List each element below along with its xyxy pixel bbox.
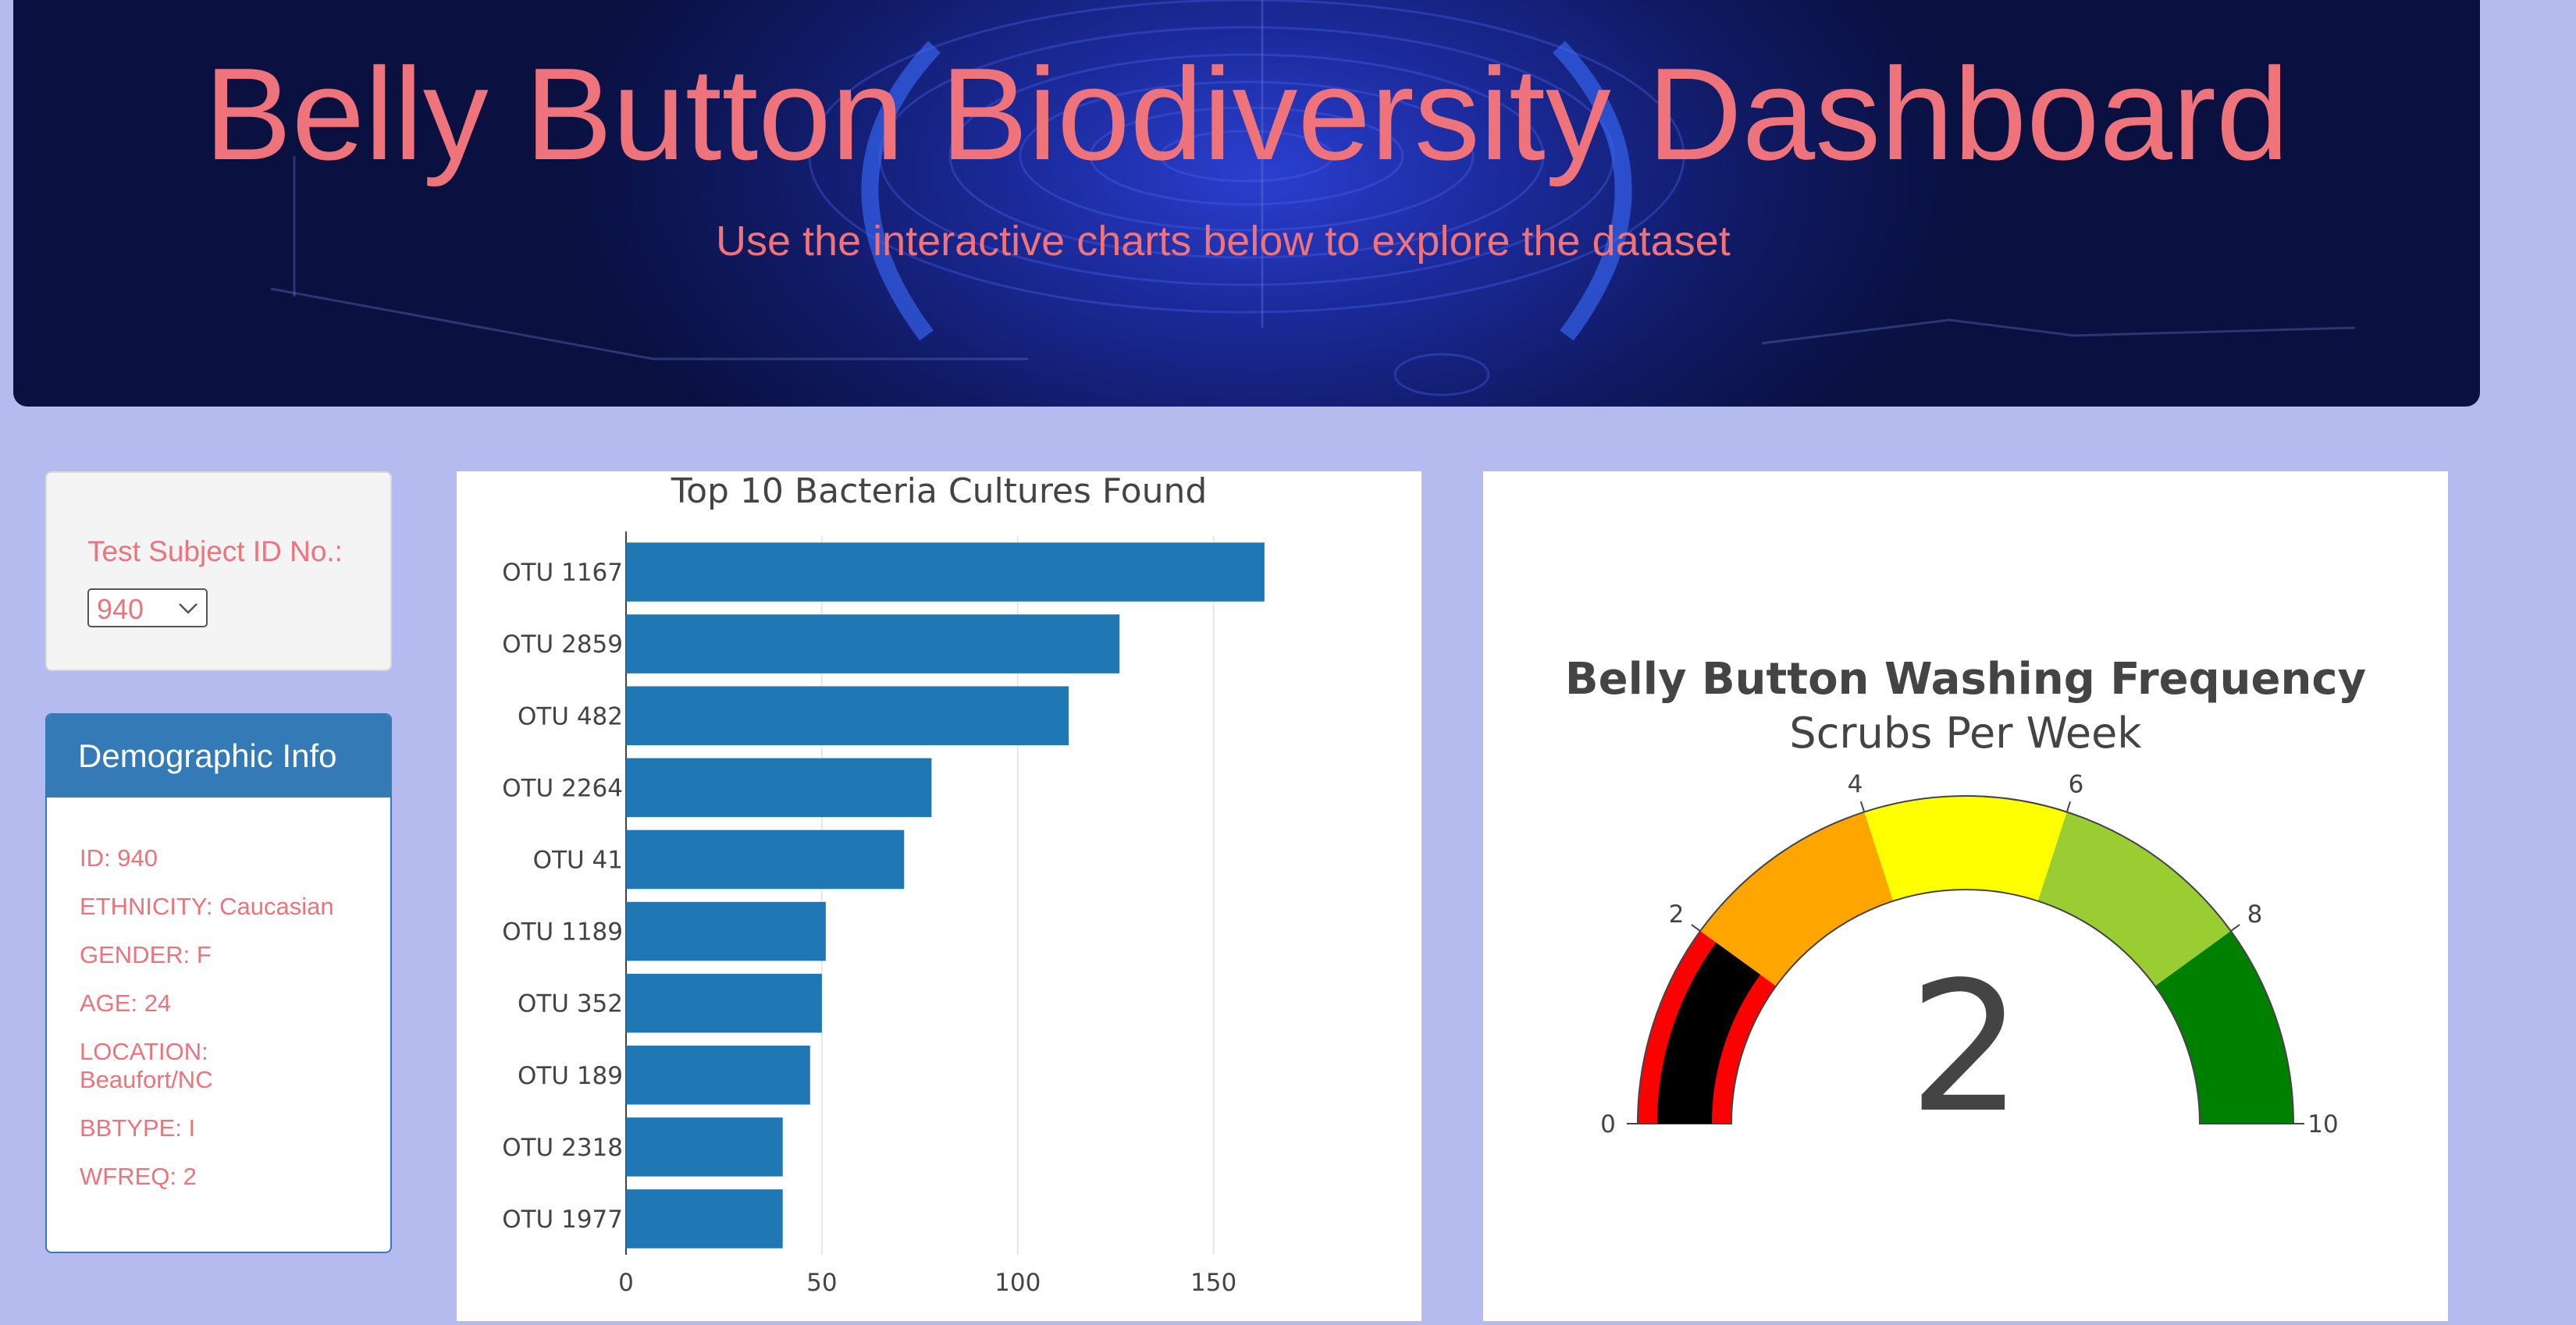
demo-item-wfreq: WFREQ: 2	[80, 1163, 197, 1190]
bar	[626, 1189, 783, 1249]
bar	[626, 901, 826, 961]
page-title: Belly Button Biodiversity Dashboard	[204, 41, 2290, 187]
gauge-tick	[1691, 924, 1701, 932]
gauge-tick-label: 0	[1600, 1110, 1616, 1139]
subject-id-select[interactable]: 940	[87, 588, 208, 627]
demo-item-gender: GENDER: F	[80, 941, 212, 968]
x-tick-label: 100	[994, 1269, 1041, 1297]
demographic-info-heading: Demographic Info	[47, 715, 390, 797]
bar	[626, 1045, 810, 1105]
demo-item-location: LOCATION: Beaufort/NC	[80, 1038, 213, 1093]
gauge-tick	[2230, 924, 2240, 932]
demographic-info-panel: Demographic Info ID: 940 ETHNICITY: Cauc…	[45, 713, 392, 1253]
demo-item-ethnicity: ETHNICITY: Caucasian	[80, 893, 334, 920]
bar-chart: Top 10 Bacteria Cultures Found 0 50 100 150 O…	[502, 471, 1265, 1297]
gauge-value-number: 2	[1909, 944, 2023, 1153]
gauge-tick-label: 6	[2069, 770, 2084, 798]
bar	[626, 973, 822, 1033]
header-banner: Belly Button Biodiversity Dashboard Use …	[13, 0, 2480, 407]
gauge-tick	[2065, 801, 2072, 812]
bar-chart-card: Top 10 Bacteria Cultures Found 0 50 100 150 O…	[457, 471, 1421, 1321]
y-tick-label: OTU 2318	[502, 1134, 623, 1162]
gauge-tick-label: 2	[1669, 901, 1685, 929]
subject-id-value: 940	[97, 593, 144, 625]
y-tick-label: OTU 1167	[502, 559, 623, 587]
bar	[626, 1117, 783, 1177]
y-tick-label: OTU 2264	[502, 774, 623, 802]
subject-id-label: Test Subject ID No.:	[87, 535, 343, 567]
demographic-info-list: ID: 940 ETHNICITY: Caucasian GENDER: F A…	[47, 797, 390, 1191]
y-tick-label: OTU 1189	[502, 918, 623, 947]
gauge-value-bar	[1657, 942, 1761, 1124]
gauge-step-arc	[1700, 812, 1894, 986]
gauge-title: Belly Button Washing Frequency	[1565, 654, 2366, 705]
x-tick-label: 150	[1190, 1269, 1236, 1297]
gauge-step-arc	[1864, 796, 2067, 901]
gauge-tick-label: 4	[1848, 770, 1863, 798]
demo-item-age: AGE: 24	[80, 989, 172, 1017]
bar	[626, 686, 1069, 746]
subject-selector-panel: Test Subject ID No.: 940	[45, 471, 392, 671]
gauge-tick-label: 10	[2307, 1110, 2338, 1139]
bar	[626, 542, 1265, 602]
bar	[626, 614, 1120, 673]
gauge-tick	[1859, 801, 1866, 812]
gauge-subtitle: Scrubs Per Week	[1789, 709, 2142, 758]
bar	[626, 829, 905, 890]
gauge-tick-label: 8	[2247, 901, 2263, 929]
demo-item-bbtype: BBTYPE: I	[80, 1114, 196, 1142]
bar	[626, 758, 932, 818]
gauge-outline	[1636, 795, 2295, 1124]
chevron-down-icon	[179, 603, 197, 614]
x-tick-label: 0	[618, 1269, 634, 1297]
gauge-step-arc	[2154, 931, 2293, 1124]
banner-background-graphic	[270, 0, 2356, 396]
y-tick-label: OTU 2859	[502, 631, 623, 659]
x-tick-label: 50	[806, 1269, 837, 1297]
y-tick-label: OTU 1977	[502, 1206, 623, 1234]
y-tick-label: OTU 189	[518, 1062, 623, 1090]
gauge-chart-card: Belly Button Washing Frequency Scrubs Per…	[1483, 471, 2448, 1321]
y-tick-label: OTU 352	[518, 990, 623, 1018]
gauge-step-arc	[2037, 812, 2231, 986]
chart-title: Top 10 Bacteria Cultures Found	[671, 471, 1208, 511]
page-subtitle: Use the interactive charts below to expl…	[716, 218, 1731, 265]
y-tick-label: OTU 41	[533, 846, 623, 874]
y-tick-label: OTU 482	[518, 702, 623, 730]
demo-item-id: ID: 940	[80, 844, 158, 872]
